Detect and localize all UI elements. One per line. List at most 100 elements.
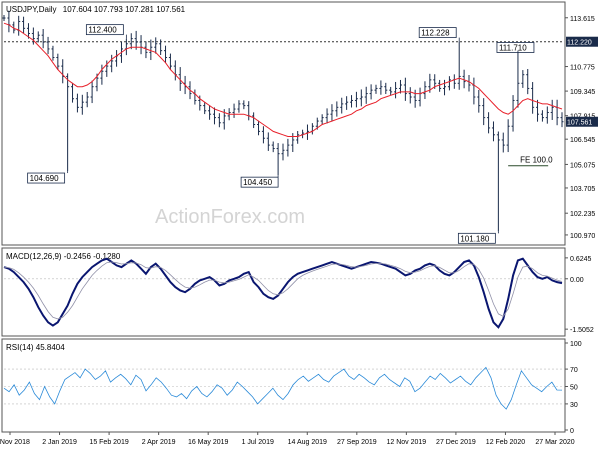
price-bar — [31, 27, 35, 45]
price-bar — [56, 53, 60, 70]
price-bar — [320, 114, 324, 125]
price-bar — [413, 89, 417, 108]
price-bar — [261, 126, 265, 144]
price-annotation: 112.400 — [85, 24, 127, 39]
annotation-box — [418, 27, 457, 38]
price-bar — [330, 104, 334, 121]
price-bar — [487, 112, 491, 134]
rsi-lines: 100 70 50 30 0 — [3, 341, 582, 435]
price-bar — [379, 80, 383, 95]
price-annotation: FE 100.0 — [508, 156, 553, 167]
price-bar — [66, 73, 70, 172]
rsi-line — [3, 366, 563, 410]
macd-tick-label: 0.00 — [570, 277, 584, 284]
macd-tick-label: -1.5052 — [570, 327, 594, 334]
price-tick-label: 103.705 — [570, 186, 595, 193]
macd-signal-line — [3, 261, 563, 320]
moving-average-line — [3, 22, 563, 137]
price-bar — [457, 41, 461, 90]
time-tick-label: 1 Jul 2019 — [242, 439, 274, 446]
price-bar — [506, 119, 510, 153]
price-bar — [164, 45, 168, 63]
price-tag-box — [566, 116, 598, 127]
price-bar — [340, 97, 344, 114]
price-annotation: 101.180 — [457, 231, 499, 244]
price-bar — [41, 29, 45, 49]
price-bar — [217, 113, 221, 128]
watermark: ActionForex.com — [155, 206, 305, 228]
price-bar — [80, 94, 84, 115]
time-tick-label: 12 Feb 2020 — [486, 439, 525, 446]
annotation-label: 101.180 — [460, 234, 489, 243]
macd-lines: 0.6245 0.00 -1.5052 — [3, 256, 594, 334]
price-bar — [521, 70, 525, 88]
price-bar — [369, 84, 373, 100]
price-bar — [423, 81, 427, 100]
annotation-box — [240, 176, 279, 188]
annotation-box — [85, 24, 124, 36]
rsi-tick-label: 30 — [570, 402, 578, 409]
price-annotation: 112.228 — [418, 27, 460, 42]
price-bar — [266, 132, 270, 151]
price-tag-box — [566, 36, 598, 47]
price-bar — [46, 36, 50, 55]
price-bar — [252, 112, 256, 129]
macd-title: MACD(12,26,9) -0.2456 -0.1280 — [6, 252, 121, 261]
price-bar — [105, 60, 109, 77]
price-annotation: 111.710 — [496, 42, 535, 53]
time-tick-label: 12 Nov 2019 — [387, 439, 427, 446]
price-bar — [257, 120, 261, 136]
price-bar — [550, 99, 554, 120]
ohlc-label: 107.604 107.793 107.281 107.561 — [63, 5, 186, 14]
macd-tick-label: 0.6245 — [570, 256, 592, 263]
price-bar — [501, 132, 505, 153]
price-bar — [129, 33, 133, 50]
annotation-label: 112.400 — [88, 26, 117, 35]
price-bar — [491, 121, 495, 142]
price-tag-label: 107.561 — [567, 120, 592, 127]
time-tick-label: 2 Apr 2019 — [142, 439, 176, 446]
price-tick-label: 102.235 — [570, 211, 595, 218]
price-bar — [271, 141, 275, 153]
price-bar — [212, 107, 216, 125]
rsi-panel — [1, 338, 566, 433]
chart-header: USDJPY,Daily 107.604 107.793 107.281 107… — [6, 5, 186, 14]
price-bar — [242, 100, 246, 110]
price-bar — [477, 89, 481, 113]
price-bar — [364, 86, 368, 104]
price-bar — [526, 68, 530, 95]
price-bar — [12, 21, 16, 34]
time-tick-label: 14 Aug 2019 — [288, 439, 327, 446]
price-bar — [90, 80, 94, 104]
price-tick-label: 105.075 — [570, 162, 595, 169]
price-bar — [462, 69, 466, 89]
annotation-box — [27, 172, 66, 184]
price-bar — [144, 41, 148, 59]
price-bar — [354, 91, 358, 108]
rsi-tick-label: 50 — [570, 385, 578, 392]
price-bar — [403, 77, 407, 101]
price-bar — [36, 31, 40, 43]
price-bar — [232, 103, 236, 118]
price-bar — [286, 138, 290, 157]
price-bar — [237, 100, 241, 113]
price-bar — [281, 143, 285, 161]
price-bar — [516, 50, 520, 108]
time-tick-label: 15 Feb 2019 — [89, 439, 128, 446]
price-bar — [325, 108, 329, 124]
price-bar — [398, 79, 402, 94]
price-tick-label: 100.970 — [570, 233, 595, 240]
price-bar — [51, 45, 55, 61]
price-bar — [2, 15, 6, 22]
price-bar — [149, 39, 153, 61]
price-bar — [22, 16, 26, 34]
price-bar — [531, 82, 535, 114]
annotation-box — [457, 232, 496, 244]
price-bar — [168, 53, 172, 71]
price-bar — [374, 84, 378, 94]
price-bar — [545, 106, 549, 124]
price-bar — [540, 110, 544, 122]
macd-line — [3, 257, 563, 329]
